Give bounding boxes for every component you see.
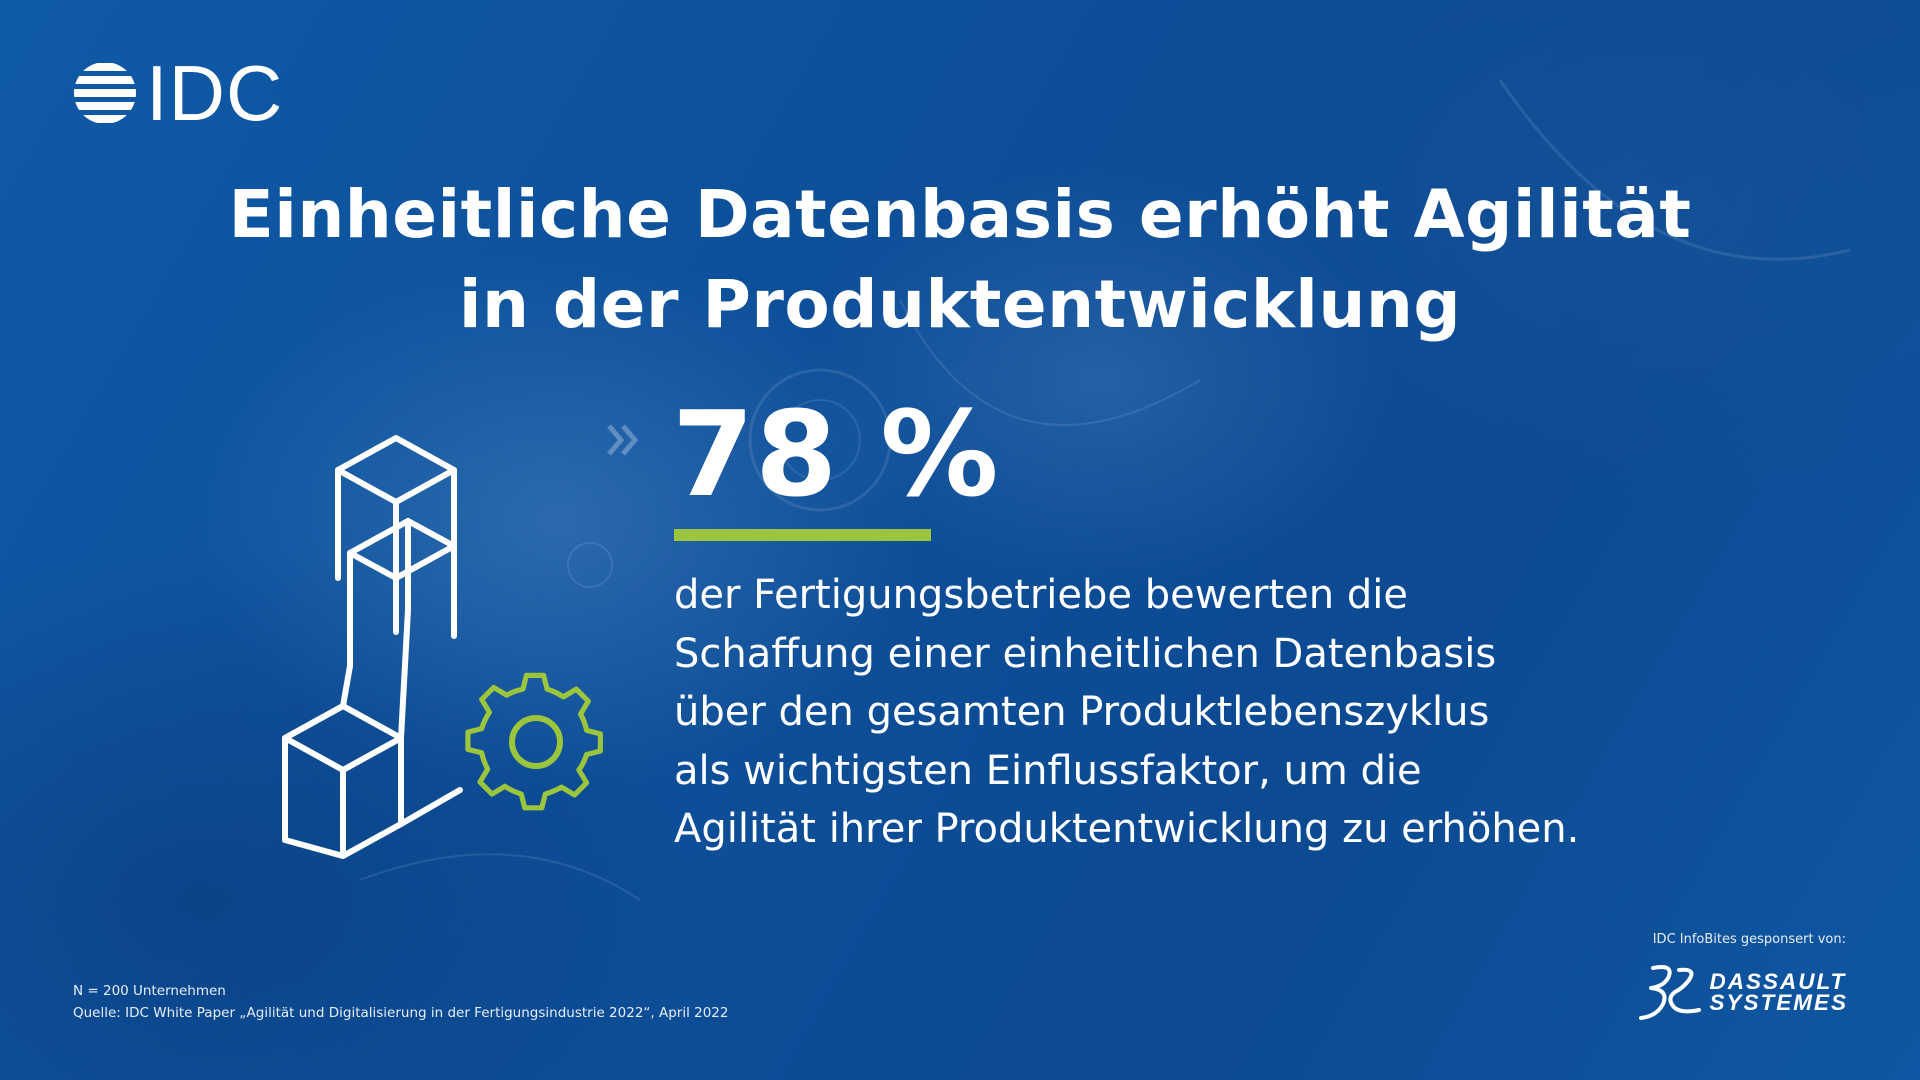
description-line: Schaffung einer einheitlichen Datenbasis (674, 630, 1497, 677)
double-chevron-icon (607, 424, 639, 456)
description-line: Agilität ihrer Produktentwicklung zu erh… (674, 806, 1580, 852)
stat-description: der Fertigungsbetriebe bewerten die Scha… (674, 566, 1874, 859)
sponsor-label: IDC InfoBites gesponsert von: (1652, 932, 1846, 947)
footnote: N = 200 Unternehmen Quelle: IDC White Pa… (73, 980, 729, 1024)
dassault-systemes-logo: DASSAULT SYSTEMES (1639, 962, 1848, 1022)
sponsor-logo-line-2: SYSTEMES (1709, 990, 1848, 1015)
stacked-cubes-with-gear-icon (282, 435, 603, 859)
source-note: Quelle: IDC White Paper „Agilität und Di… (73, 1005, 729, 1021)
idc-logo: IDC (72, 54, 283, 132)
idc-logo-text: IDC (146, 49, 284, 137)
title-line-1: Einheitliche Datenbasis erhöht Agilität (228, 176, 1692, 253)
stat-accent-bar (674, 529, 931, 541)
description-line: der Fertigungsbetriebe bewerten die (674, 572, 1408, 618)
idc-globe-icon (74, 63, 136, 123)
sponsor-logo-line-1: DASSAULT (1709, 969, 1847, 994)
page-title: Einheitliche Datenbasis erhöht Agilität … (0, 170, 1920, 350)
description-line: über den gesamten Produktlebenszyklus (674, 689, 1490, 735)
stat-value: 78 % (672, 385, 1000, 523)
sample-size-note: N = 200 Unternehmen (73, 983, 226, 999)
description-line: als wichtigsten Einflussfaktor, um die (674, 747, 1422, 794)
title-line-2: in der Produktentwicklung (458, 266, 1462, 343)
3ds-logo-icon (1639, 965, 1702, 1020)
